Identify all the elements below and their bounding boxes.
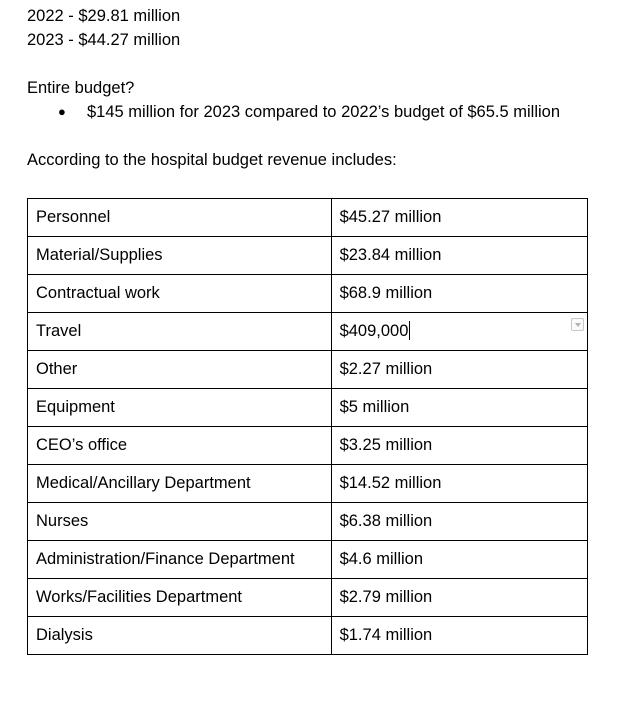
table-cell-value[interactable]: $6.38 million [330,502,589,541]
text-cursor [409,321,411,340]
cell-value-text: $2.27 million [339,360,433,378]
table-cell-label[interactable]: Administration/Finance Department [27,540,332,579]
table-cell-value[interactable]: $14.52 million [330,464,589,503]
table-cell-value[interactable]: $2.79 million [330,578,589,617]
table-cell-label[interactable]: Nurses [27,502,332,541]
table-row: Equipment $5 million [27,388,589,427]
cell-value-text: $2.79 million [339,588,433,606]
cell-menu-dropdown-icon[interactable] [571,318,584,331]
year-2022-line: 2022 - $29.81 million [27,7,181,25]
year-2023-line: 2023 - $44.27 million [27,31,181,49]
table-cell-label[interactable]: Personnel [27,198,332,237]
bullet-text: $145 million for 2023 compared to 2022’s… [87,103,561,121]
cell-value-text: $23.84 million [339,246,442,264]
cell-value-text: $45.27 million [339,208,442,226]
budget-table: Personnel $45.27 million Material/Supplies… [27,198,589,655]
table-cell-value[interactable]: $409,000 [330,312,589,351]
cell-value-text: $3.25 million [339,436,433,454]
table-row: Medical/Ancillary Department $14.52 milli… [27,464,589,503]
table-row: Personnel $45.27 million [27,198,589,237]
cell-value-text: $14.52 million [339,474,442,492]
table-cell-value[interactable]: $68.9 million [330,274,589,313]
bullet-item: ● $145 million for 2023 compared to 2022… [27,100,627,124]
table-row: Other $2.27 million [27,350,589,389]
table-cell-label[interactable]: Contractual work [27,274,332,313]
table-cell-label[interactable]: Travel [27,312,332,351]
table-row: Administration/Finance Department $4.6 mi… [27,540,589,579]
table-cell-value[interactable]: $3.25 million [330,426,589,465]
table-cell-value[interactable]: $1.74 million [330,616,589,655]
table-cell-label[interactable]: Works/Facilities Department [27,578,332,617]
table-cell-label[interactable]: Dialysis [27,616,332,655]
table-cell-value[interactable]: $4.6 million [330,540,589,579]
cell-value-text: $5 million [339,398,410,416]
cell-value-text: $68.9 million [339,284,433,302]
blank-line [27,52,627,76]
cell-value-text: $6.38 million [339,512,433,530]
table-cell-label[interactable]: CEO’s office [27,426,332,465]
table-cell-label[interactable]: Material/Supplies [27,236,332,275]
table-cell-label[interactable]: Other [27,350,332,389]
table-cell-value[interactable]: $2.27 million [330,350,589,389]
table-row: Nurses $6.38 million [27,502,589,541]
blank-line [27,124,627,148]
table-cell-label[interactable]: Medical/Ancillary Department [27,464,332,503]
table-row: CEO’s office $3.25 million [27,426,589,465]
table-cell-value[interactable]: $45.27 million [330,198,589,237]
entire-budget-question: Entire budget? [27,79,135,97]
intro-line: According to the hospital budget revenue… [27,151,397,169]
table-row: Dialysis $1.74 million [27,616,589,655]
table-row: Travel $409,000 [27,312,589,351]
table-row: Material/Supplies $23.84 million [27,236,589,275]
table-cell-value[interactable]: $5 million [330,388,589,427]
cell-value-text: $4.6 million [339,550,424,568]
table-row: Contractual work $68.9 million [27,274,589,313]
table-row: Works/Facilities Department $2.79 million [27,578,589,617]
cell-value-text: $1.74 million [339,626,433,644]
table-cell-label[interactable]: Equipment [27,388,332,427]
cell-value-text: $409,000 [339,322,409,340]
table-cell-value[interactable]: $23.84 million [330,236,589,275]
bullet-icon: ● [58,104,66,119]
document-body: 2022 - $29.81 million 2023 - $44.27 mill… [27,0,627,172]
